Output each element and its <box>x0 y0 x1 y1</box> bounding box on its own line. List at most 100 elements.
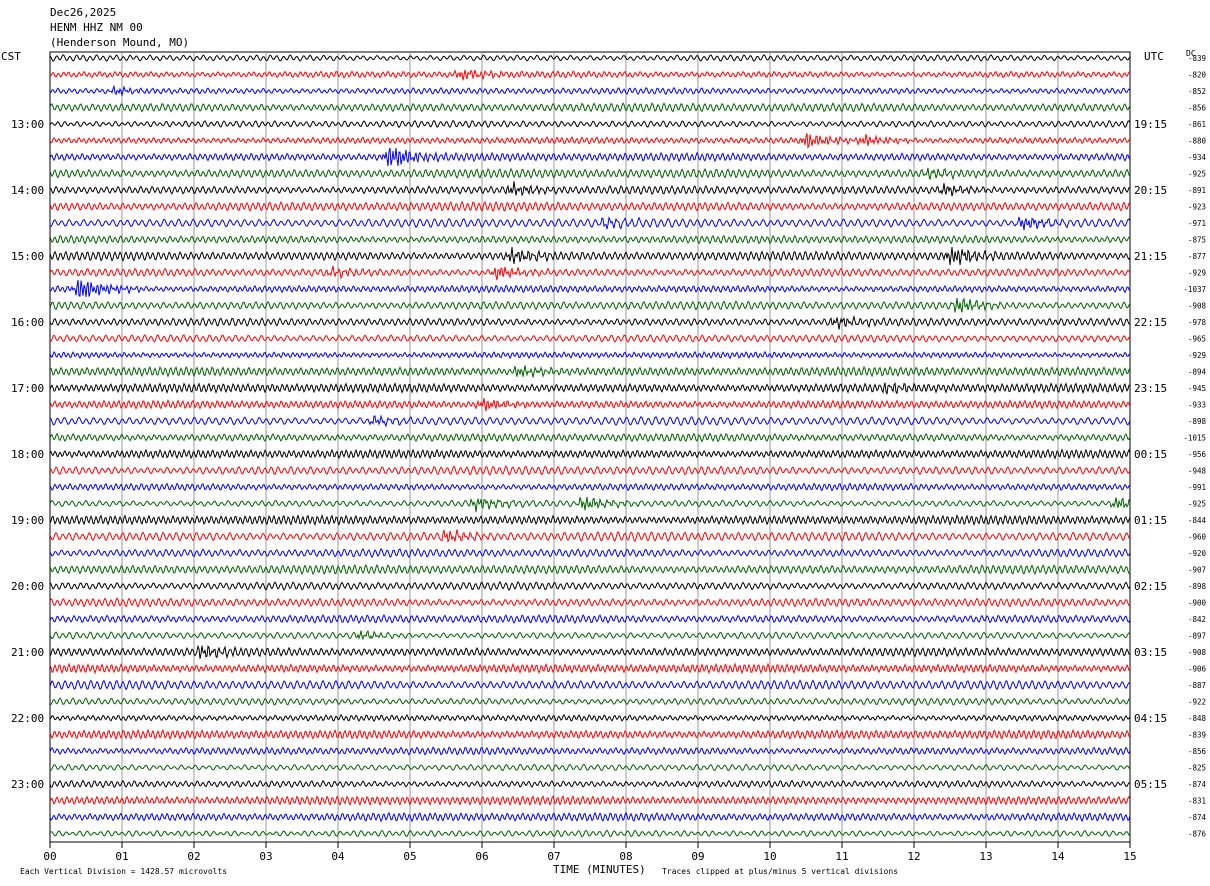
cst-label: 21:00 <box>11 646 44 659</box>
dc-offset-label: -922 <box>1188 698 1206 707</box>
trace-5 <box>49 133 1131 150</box>
x-tick-label-06: 06 <box>475 850 488 863</box>
dc-offset-label: -929 <box>1188 269 1206 278</box>
dc-offset-label: -898 <box>1188 417 1207 426</box>
dc-offset-label: -978 <box>1188 318 1207 327</box>
trace-46 <box>49 811 1131 823</box>
trace-10 <box>49 216 1131 231</box>
cst-hour-labels: 13:00 14:00 15:00 16:00 17:00 18:00 19:00 20:00… <box>11 118 44 791</box>
dc-label: DC <box>1186 49 1196 58</box>
trace-38 <box>49 679 1131 691</box>
dc-offset-label: -842 <box>1188 615 1206 624</box>
x-tick-label-09: 09 <box>691 850 704 863</box>
dc-offset-label: -908 <box>1188 648 1207 657</box>
x-tick-label-00: 00 <box>43 850 56 863</box>
trace-31 <box>49 563 1131 576</box>
dc-offset-label: -856 <box>1188 104 1207 113</box>
trace-42 <box>49 746 1131 756</box>
x-tick-label-02: 02 <box>187 850 200 863</box>
dc-offset-label: -900 <box>1188 599 1207 608</box>
cst-label: 22:00 <box>11 712 44 725</box>
trace-39 <box>49 697 1131 706</box>
cst-label: 15:00 <box>11 250 44 263</box>
trace-26 <box>49 482 1131 492</box>
dc-offset-label: -945 <box>1188 384 1206 393</box>
dc-offset-label: -897 <box>1188 632 1206 641</box>
dc-offset-label: -960 <box>1188 533 1207 542</box>
dc-offset-labels: -839 -820 -852 -856 -861 -880 -934 -925 -891 -923… <box>1183 54 1206 839</box>
dc-offset-label: -861 <box>1188 120 1206 129</box>
utc-label: 23:15 <box>1134 382 1167 395</box>
trace-3 <box>49 102 1131 113</box>
trace-24 <box>49 448 1131 460</box>
cst-label: 19:00 <box>11 514 44 527</box>
dc-offset-label: -839 <box>1188 731 1206 740</box>
x-tick-label-07: 07 <box>547 850 560 863</box>
trace-40 <box>49 713 1131 723</box>
trace-47 <box>49 829 1131 838</box>
dc-offset-label: -956 <box>1188 450 1207 459</box>
trace-34 <box>49 613 1131 625</box>
dc-offset-label: -906 <box>1188 665 1207 674</box>
cst-label: 13:00 <box>11 118 44 131</box>
trace-1 <box>49 69 1131 81</box>
dc-offset-label: -839 <box>1188 54 1206 63</box>
trace-11 <box>49 234 1131 245</box>
cst-label: 23:00 <box>11 778 44 791</box>
dc-offset-label: -934 <box>1188 153 1207 162</box>
trace-12 <box>49 246 1131 266</box>
header-station: HENM HHZ NM 00 <box>50 21 143 34</box>
trace-25 <box>49 465 1131 476</box>
trace-36 <box>49 644 1131 660</box>
trace-27 <box>49 496 1131 513</box>
dc-offset-label: -929 <box>1188 351 1206 360</box>
cst-label: 14:00 <box>11 184 44 197</box>
trace-35 <box>49 630 1131 641</box>
trace-33 <box>49 597 1131 608</box>
trace-16 <box>49 314 1131 330</box>
utc-hour-labels: 19:15 20:15 21:15 22:15 23:15 00:15 01:15 02:15… <box>1134 118 1167 791</box>
trace-30 <box>49 547 1131 559</box>
x-tick-label-11: 11 <box>835 850 848 863</box>
dc-offset-label: -933 <box>1188 401 1206 410</box>
dc-offset-label: -875 <box>1188 236 1206 245</box>
footer-clip-note: Traces clipped at plus/minus 5 vertical … <box>662 867 898 876</box>
trace-18 <box>49 350 1131 360</box>
trace-7 <box>49 167 1131 181</box>
utc-label: 01:15 <box>1134 514 1167 527</box>
x-tick-label-13: 13 <box>979 850 992 863</box>
dc-offset-label: -908 <box>1188 302 1207 311</box>
cst-label: 17:00 <box>11 382 44 395</box>
trace-20 <box>49 381 1131 395</box>
trace-9 <box>49 200 1131 213</box>
dc-offset-label: -948 <box>1188 467 1207 476</box>
cst-label: 16:00 <box>11 316 44 329</box>
trace-37 <box>49 662 1131 675</box>
trace-13 <box>49 265 1131 281</box>
seismogram-traces <box>49 54 1131 838</box>
dc-offset-label: -831 <box>1188 797 1206 806</box>
left-timezone-label: CST <box>1 50 21 63</box>
dc-offset-label: -923 <box>1188 203 1206 212</box>
trace-22 <box>49 414 1131 428</box>
dc-offset-label: -887 <box>1188 681 1206 690</box>
trace-41 <box>49 728 1131 741</box>
x-axis-ticks: 00 01 02 03 04 05 06 07 08 09 10 11 12 13 14 15 <box>43 842 1137 863</box>
header-date: Dec26,2025 <box>50 6 116 19</box>
dc-offset-label: -907 <box>1188 566 1206 575</box>
plot-frame <box>49 51 1131 843</box>
dc-offset-label: -894 <box>1188 368 1207 377</box>
utc-label: 19:15 <box>1134 118 1167 131</box>
trace-32 <box>49 581 1131 592</box>
trace-23 <box>49 432 1131 443</box>
trace-14 <box>49 279 1131 297</box>
dc-offset-label: -825 <box>1188 764 1206 773</box>
dc-offset-label: -925 <box>1188 500 1206 509</box>
trace-6 <box>49 147 1131 167</box>
trace-8 <box>49 181 1131 197</box>
cst-label: 18:00 <box>11 448 44 461</box>
trace-43 <box>49 763 1131 772</box>
dc-offset-label: -852 <box>1188 87 1206 96</box>
utc-label: 03:15 <box>1134 646 1167 659</box>
